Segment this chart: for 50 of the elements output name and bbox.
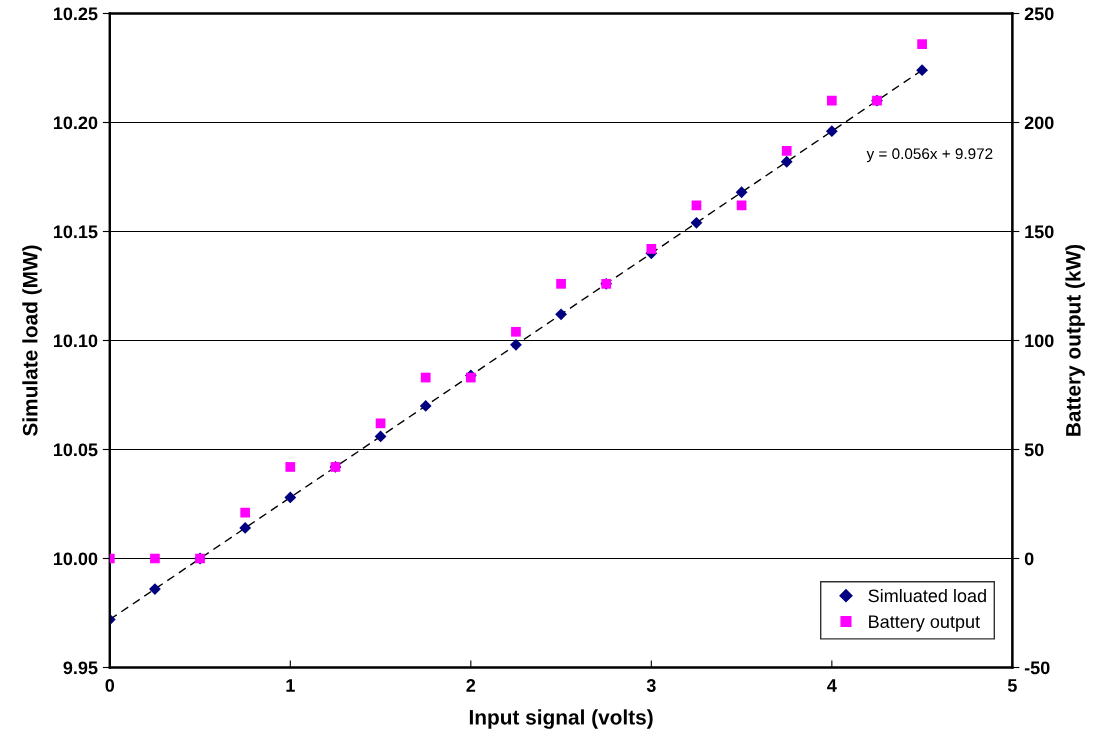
y2-tick-label: 0 [1024,552,1034,566]
x-tick-label: 1 [286,679,295,692]
point [284,491,297,504]
y2-tick-label: 200 [1024,116,1054,130]
y2-tick-label: 100 [1025,334,1054,348]
point [239,522,252,534]
x-axis-title: Input signal (volts) [469,709,653,729]
point [917,39,927,49]
x-tick-label: 5 [1007,679,1017,692]
y2-tick-label: 50 [1024,443,1044,457]
point [691,200,702,211]
y-tick-label: 9.95 [63,661,98,675]
point [375,418,386,429]
point [374,430,387,443]
y-tick-label: 10.05 [53,443,98,457]
point [511,326,521,337]
point [555,308,567,321]
point [646,244,657,254]
point [510,338,522,351]
y-tick-label: 10.25 [53,7,98,21]
point [420,372,431,383]
point [419,400,432,412]
y2-tick-label: -50 [1024,661,1050,675]
point [825,125,838,138]
x-tick-label: 3 [646,679,656,692]
annotation: y = 0.056x + 9.972 [866,148,993,163]
point [781,145,792,156]
legend-label: Battery output [869,615,980,632]
point [556,278,566,289]
y-tick-label: 10.15 [53,225,98,239]
y2-tick-label: 250 [1024,7,1054,21]
point [826,95,837,106]
y-tick-label: 10.10 [53,334,98,348]
x-tick-label: 4 [827,679,837,692]
y-tick-label: 10.20 [53,116,98,130]
point [690,216,703,229]
point [150,553,160,564]
point [916,64,928,77]
point [736,200,747,211]
point [780,155,793,168]
point [735,186,748,199]
y2-tick-label: 150 [1025,225,1054,239]
point [240,507,251,518]
point [285,462,296,472]
x-tick-label: 0 [105,679,115,692]
y2-axis-title: Battery output (kW) [1065,244,1085,436]
legend-label: Simluated load [868,588,986,603]
y-tick-label: 10.00 [53,552,98,566]
x-tick-label: 2 [466,679,476,692]
y-axis-title: Simulate load (MW) [22,245,42,436]
